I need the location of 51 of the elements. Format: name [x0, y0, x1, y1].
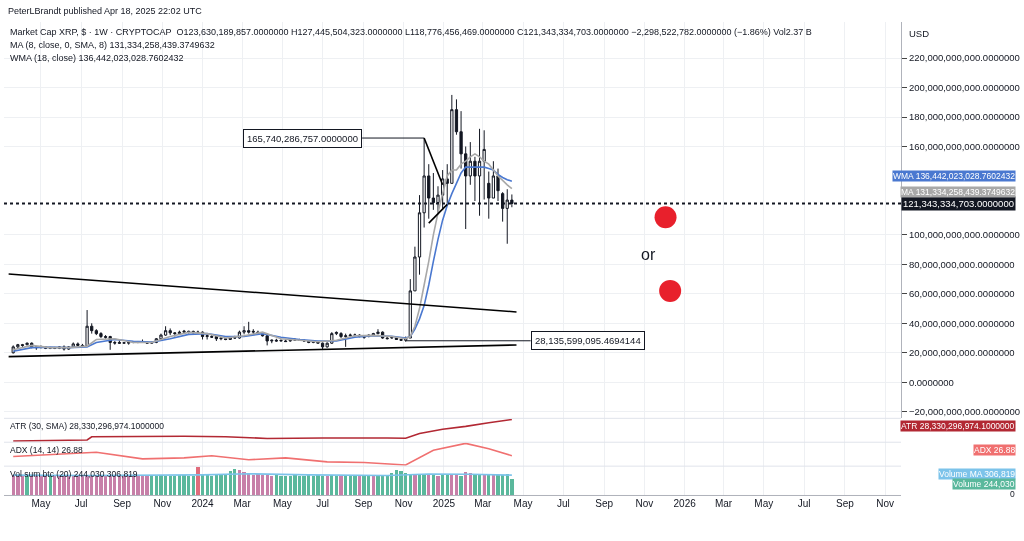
- x-tick-label: 2024: [191, 498, 215, 509]
- x-tick-label: Sep: [354, 498, 373, 509]
- annotation: MA (8, close, 0, SMA, 8) 131,334,258,439.3749632: [10, 40, 215, 50]
- x-tick-label: 2025: [432, 498, 456, 509]
- x-tick-label: Nov: [394, 498, 413, 509]
- y-tick-label: 220,000,000,000.0000000: [908, 52, 1020, 64]
- y-tick-label: 20,000,000,000.0000000: [908, 347, 1015, 359]
- x-tick-label: Mar: [233, 498, 252, 509]
- annotation: or: [641, 246, 656, 263]
- x-tick-label: Jul: [316, 498, 329, 509]
- x-tick-label: Jul: [797, 498, 811, 509]
- x-tick-label: Sep: [595, 498, 614, 509]
- annotation: WMA (18, close) 136,442,023,028.7602432: [10, 53, 184, 63]
- y-tick-label: 40,000,000,000.0000000: [908, 317, 1015, 329]
- y-tick-label: 200,000,000,000.0000000: [908, 81, 1020, 93]
- x-tick-label: Jul: [556, 498, 570, 509]
- y-tick-label: 180,000,000,000.0000000: [908, 111, 1020, 123]
- text: Volume MA 306,819: [939, 469, 1016, 479]
- annotation: ATR 28,330,296,974.1000000: [901, 421, 1015, 431]
- y-axis-title: USD: [909, 28, 930, 39]
- annotation: 165,740,286,757.0000000: [247, 133, 358, 144]
- x-tick-label: Mar: [714, 498, 733, 509]
- y-tick-label: 160,000,000,000.0000000: [908, 140, 1020, 152]
- x-tick-label: 2026: [673, 498, 697, 509]
- x-tick-label: Sep: [836, 498, 855, 509]
- x-tick-label: May: [513, 498, 533, 509]
- annotation: 28,135,599,095.4694144: [535, 335, 641, 346]
- x-tick-label: Mar: [474, 498, 493, 509]
- chart-title: Market Cap XRP, $ · 1W · CRYPTOCAP O123,630,189,857.0000000 H127,445,504,323.0000000 L118,776,456,469.0000000 C121,343,334,703.0000000 −2,298,522,782.0000000 (−1.86%) Vol2.37 B: [10, 27, 812, 37]
- text: Volume 244,030: [953, 479, 1015, 489]
- y-tick-label: 60,000,000,000.0000000: [908, 288, 1015, 300]
- chart-title: ADX (14, 14) 26.88: [10, 445, 84, 455]
- text: 0: [1010, 489, 1015, 499]
- x-tick-label: Sep: [113, 498, 132, 509]
- text: WMA 136,442,023,028.7602432: [893, 171, 1015, 181]
- x-tick-label: Nov: [635, 498, 654, 509]
- x-tick-label: May: [31, 498, 51, 509]
- y-tick-label: −20,000,000,000.0000000: [908, 406, 1021, 418]
- x-tick-label: May: [754, 498, 774, 509]
- x-tick-label: Jul: [74, 498, 88, 509]
- chart-title: ATR (30, SMA) 28,330,296,974.1000000: [10, 421, 165, 431]
- y-tick-label: 100,000,000,000.0000000: [908, 229, 1020, 241]
- y-tick-label: 80,000,000,000.0000000: [908, 258, 1015, 270]
- y-tick-label: 0.0000000: [908, 376, 954, 388]
- x-tick-label: May: [272, 498, 292, 509]
- text: PeterLBrandt published Apr 18, 2025 22:02 UTC: [8, 6, 203, 16]
- ref-line-label: 121,343,334,703.0000000: [903, 198, 1014, 209]
- x-tick-label: Nov: [153, 498, 172, 509]
- text: MA 131,334,258,439.3749632: [901, 187, 1015, 197]
- x-tick-label: Nov: [876, 498, 895, 509]
- text: ADX 26.88: [974, 445, 1016, 455]
